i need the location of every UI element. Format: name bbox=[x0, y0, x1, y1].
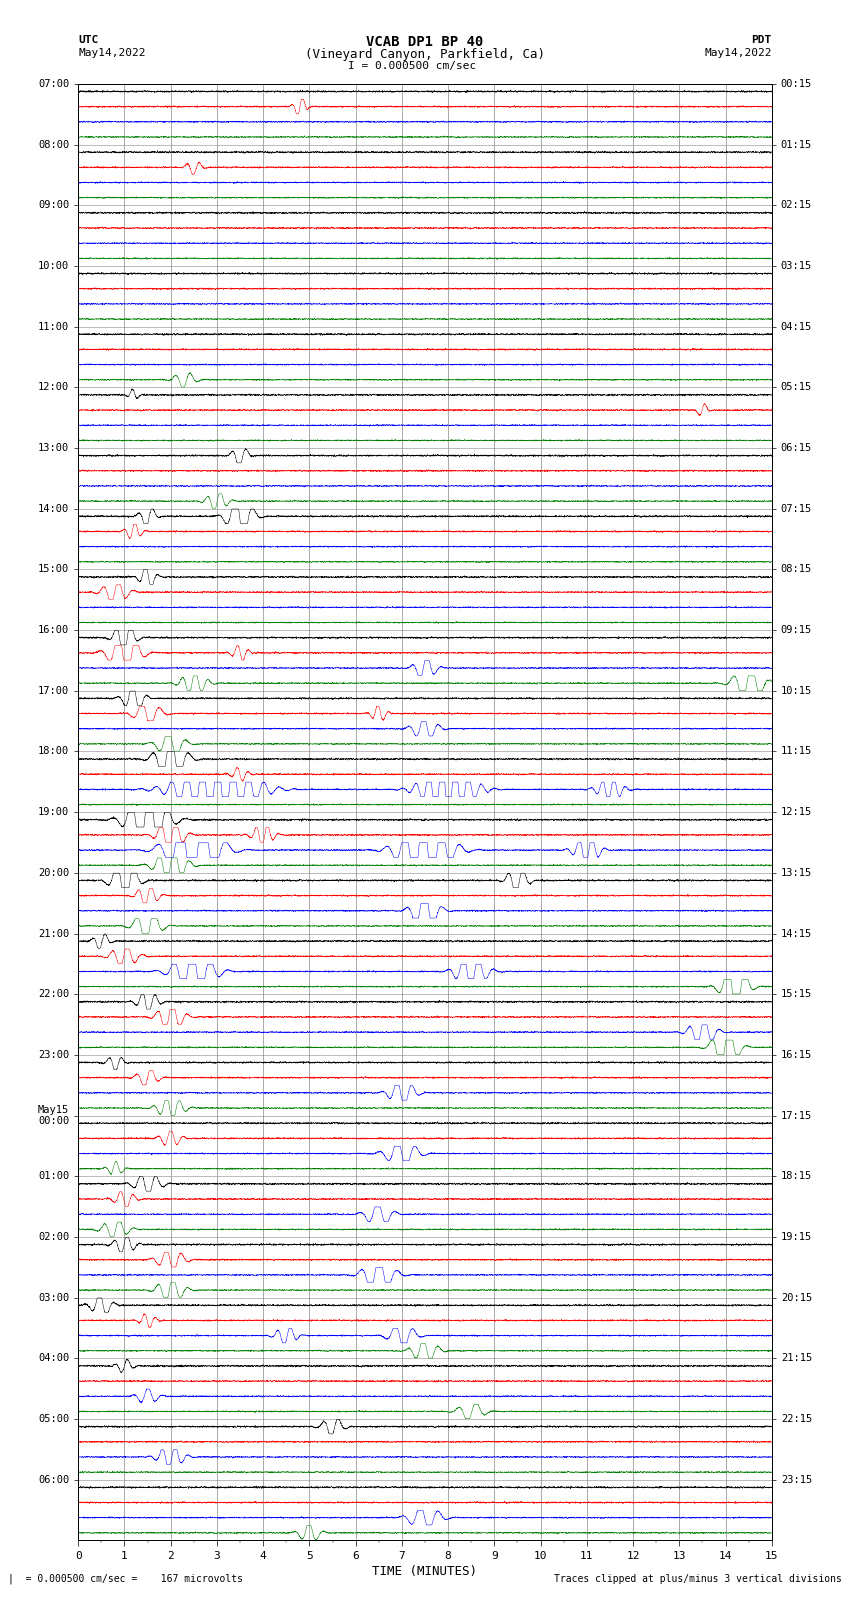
Text: May14,2022: May14,2022 bbox=[705, 48, 772, 58]
Text: UTC: UTC bbox=[78, 35, 99, 45]
Text: (Vineyard Canyon, Parkfield, Ca): (Vineyard Canyon, Parkfield, Ca) bbox=[305, 48, 545, 61]
Text: PDT: PDT bbox=[751, 35, 772, 45]
Text: VCAB DP1 BP 40: VCAB DP1 BP 40 bbox=[366, 35, 484, 50]
Text: I = 0.000500 cm/sec: I = 0.000500 cm/sec bbox=[348, 61, 476, 71]
X-axis label: TIME (MINUTES): TIME (MINUTES) bbox=[372, 1565, 478, 1578]
Text: Traces clipped at plus/minus 3 vertical divisions: Traces clipped at plus/minus 3 vertical … bbox=[553, 1574, 842, 1584]
Text: |  = 0.000500 cm/sec =    167 microvolts: | = 0.000500 cm/sec = 167 microvolts bbox=[8, 1573, 243, 1584]
Text: May14,2022: May14,2022 bbox=[78, 48, 145, 58]
